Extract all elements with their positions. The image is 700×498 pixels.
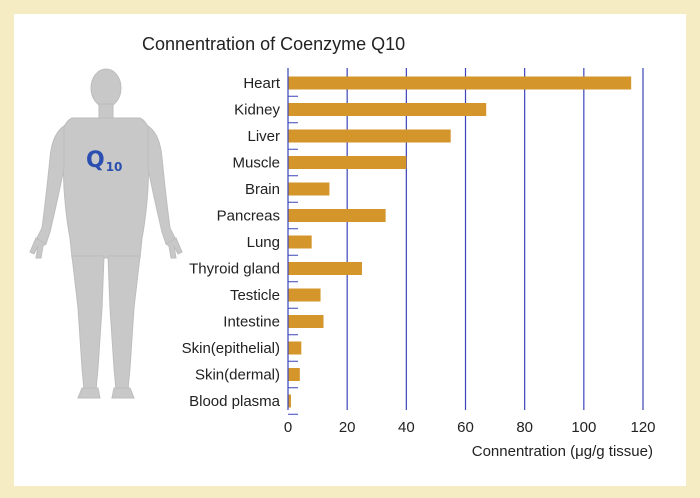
bar xyxy=(288,209,386,222)
x-axis xyxy=(287,68,298,415)
q10-label: Q10 xyxy=(86,148,123,174)
x-tick-label: 120 xyxy=(630,419,655,436)
category-label: Lung xyxy=(247,234,280,251)
x-axis-label: Connentration (μg/g tissue) xyxy=(472,443,653,460)
bar xyxy=(288,103,487,116)
grid-lines xyxy=(346,68,644,410)
category-label: Heart xyxy=(243,75,281,92)
bars xyxy=(288,76,632,408)
x-tick-label: 0 xyxy=(284,419,292,436)
bar xyxy=(288,368,300,381)
category-label: Intestine xyxy=(223,314,280,331)
bar xyxy=(288,394,291,408)
category-label: Testicle xyxy=(230,287,280,304)
bar xyxy=(288,262,362,275)
x-tick-label: 80 xyxy=(516,419,533,436)
category-label: Muscle xyxy=(232,155,280,172)
category-label: Thyroid gland xyxy=(189,261,280,278)
category-labels: Heart Kidney Liver Muscle Brain Pancreas Lung T… xyxy=(182,75,281,410)
chart-title: Connentration of Coenzyme Q10 xyxy=(142,34,406,54)
category-label: Skin(dermal) xyxy=(195,367,280,384)
category-label: Blood plasma xyxy=(189,393,281,410)
category-label: Pancreas xyxy=(217,208,280,225)
bar xyxy=(288,288,321,302)
x-tick-labels: 0 20 40 60 80 100 120 xyxy=(284,419,656,436)
x-tick-label: 40 xyxy=(398,419,415,436)
category-label: Kidney xyxy=(234,102,280,119)
x-tick-label: 60 xyxy=(457,419,474,436)
bar xyxy=(288,76,632,90)
bar xyxy=(288,315,324,328)
bar xyxy=(288,156,407,169)
bar xyxy=(288,235,312,249)
bar xyxy=(288,341,302,355)
category-label: Skin(epithelial) xyxy=(182,340,280,357)
x-tick-label: 20 xyxy=(339,419,356,436)
x-tick-label: 100 xyxy=(571,419,596,436)
bar xyxy=(288,129,451,143)
category-label: Brain xyxy=(245,181,280,198)
category-label: Liver xyxy=(247,128,280,145)
human-body-icon xyxy=(29,68,183,399)
bar xyxy=(288,182,330,196)
